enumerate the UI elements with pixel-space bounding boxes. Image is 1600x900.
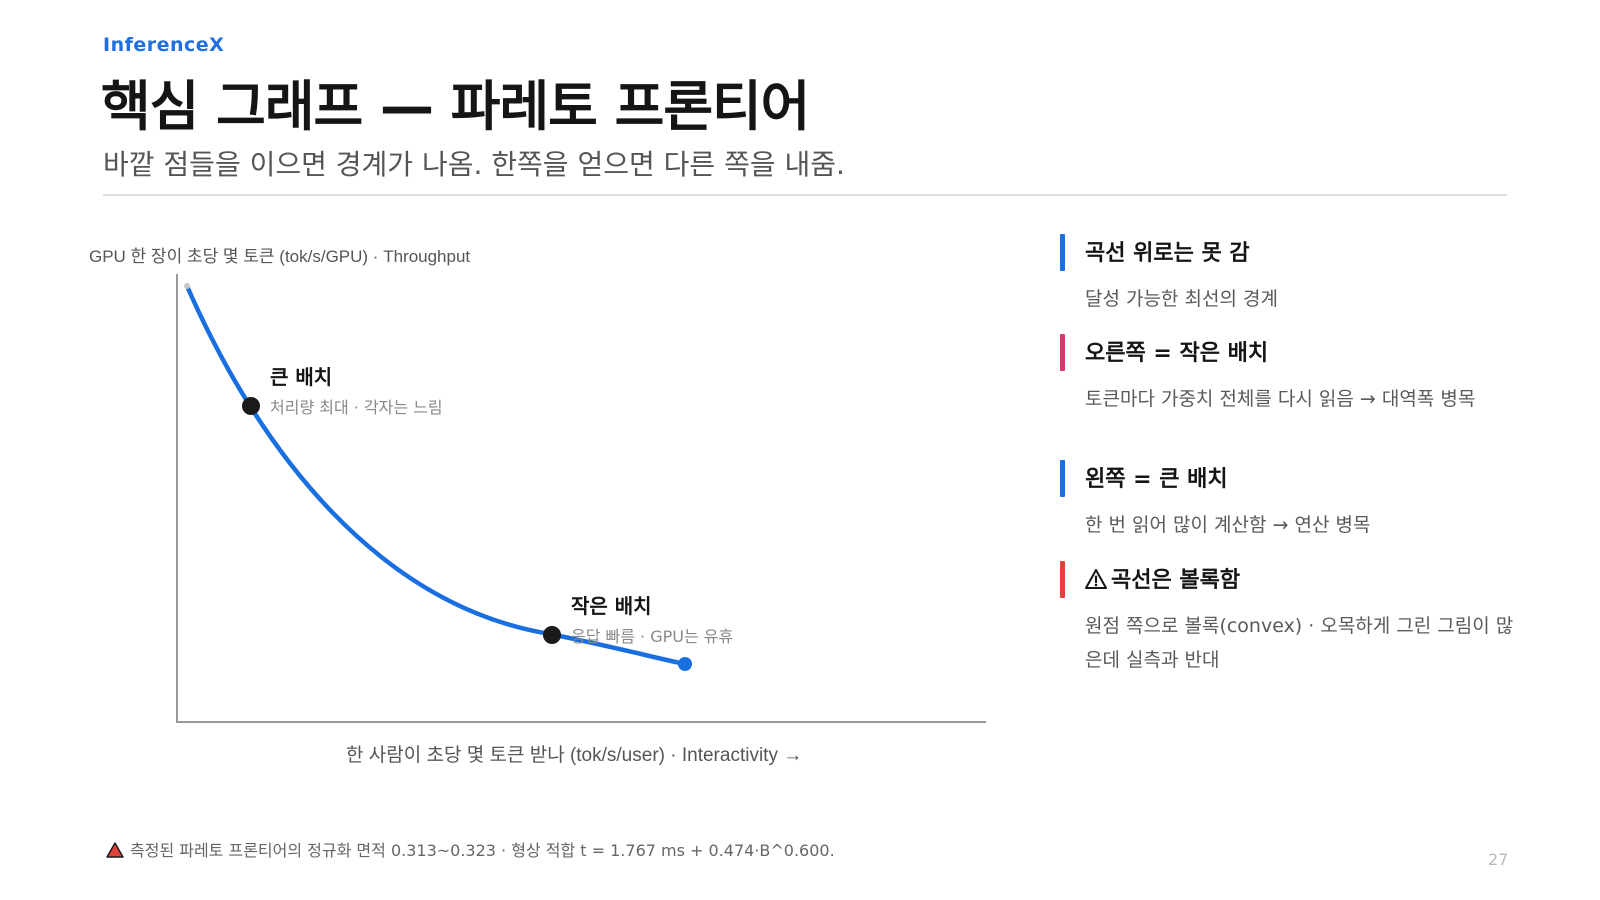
large-batch-label: 큰 배치 [270,365,332,389]
y-axis-label: GPU 한 장이 초당 몇 토큰 (tok/s/GPU) · Throughpu… [89,247,470,266]
accent-bar [1060,234,1065,271]
insight-desc: 토큰마다 가중치 전체를 다시 읽음 → 대역폭 병목 [1085,388,1476,410]
page-number: 27 [1488,850,1509,869]
frontier-end-point [678,657,692,671]
large-batch-point [242,397,260,415]
insight-heading-text: 곡선은 볼록함 [1111,568,1241,593]
insight-desc: 한 번 읽어 많이 계산함 → 연산 병목 [1085,514,1371,536]
accent-bar [1060,561,1065,598]
small-batch-label: 작은 배치 [571,594,652,618]
insight-desc: 달성 가능한 최선의 경계 [1085,288,1278,310]
warning-triangle-icon [106,842,124,858]
accent-bar [1060,334,1065,371]
brand-label: InferenceX [103,34,225,56]
x-axis-label: 한 사람이 초당 몇 토큰 받나 (tok/s/user) · Interact… [346,744,802,766]
page-subtitle: 바깥 점들을 이으면 경계가 나옴. 한쪽을 얻으면 다른 쪽을 내줌. [103,148,845,181]
footnote: 측정된 파레토 프론티어의 정규화 면적 0.313~0.323 · 형상 적합… [106,837,835,861]
small-batch-sublabel: 응답 빠름 · GPU는 유휴 [571,627,733,646]
insight-heading: 곡선 위로는 못 감 [1085,241,1250,266]
insight-heading: 오른쪽 = 작은 배치 [1085,341,1269,366]
accent-bar [1060,460,1065,497]
insight-heading: 왼쪽 = 큰 배치 [1085,467,1228,492]
warning-icon [1085,569,1107,589]
large-batch-sublabel: 처리량 최대 · 각자는 느림 [270,398,443,417]
frontier-start-point [184,283,190,289]
title-divider [103,194,1507,196]
small-batch-point [543,626,561,644]
pareto-chart: GPU 한 장이 초당 몇 토큰 (tok/s/GPU) · Throughpu… [89,247,986,766]
insight-desc: 원점 쪽으로 볼록(convex) · 오목하게 그린 그림이 많은데 실측과 … [1085,615,1514,671]
footnote-text: 측정된 파레토 프론티어의 정규화 면적 0.313~0.323 · 형상 적합… [130,841,835,860]
page-title: 핵심 그래프 — 파레토 프론티어 [101,75,810,138]
insight-heading-convex: 곡선은 볼록함 [1085,562,1240,594]
